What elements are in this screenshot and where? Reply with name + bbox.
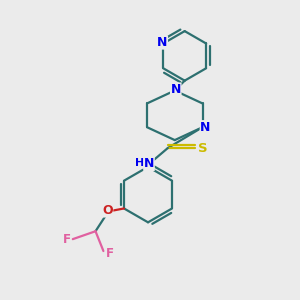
Text: S: S <box>198 142 207 154</box>
Text: O: O <box>102 204 113 217</box>
Text: F: F <box>105 247 113 260</box>
Text: N: N <box>171 83 181 96</box>
Text: N: N <box>144 158 154 170</box>
Text: F: F <box>63 233 71 246</box>
Text: H: H <box>136 158 145 168</box>
Text: N: N <box>200 121 211 134</box>
Text: N: N <box>157 36 167 49</box>
